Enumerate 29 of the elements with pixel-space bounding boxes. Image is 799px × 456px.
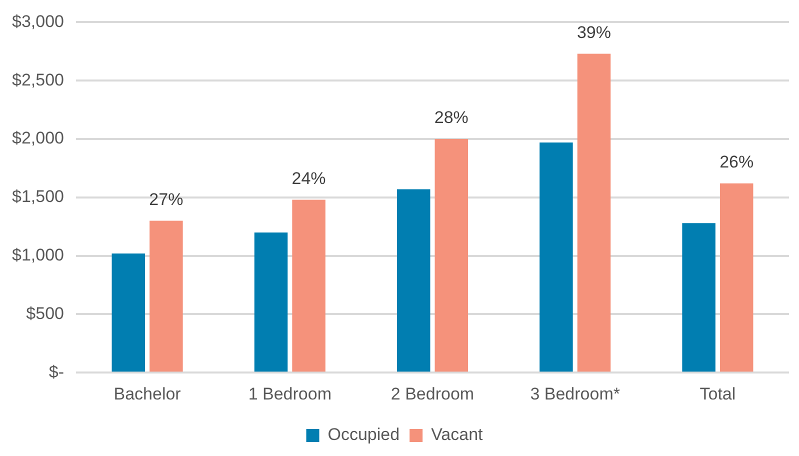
legend-label: Occupied [328,425,400,444]
bar [577,54,611,372]
legend-label: Vacant [431,425,484,444]
bar [682,223,716,372]
bar [292,200,326,372]
bar [540,142,573,372]
y-tick-label: $500 [26,304,64,323]
x-tick-label: Bachelor [114,384,182,404]
y-tick-label: $1,000 [12,245,64,264]
x-tick-label: 1 Bedroom [248,384,332,404]
bar [112,253,146,372]
bar [150,220,183,372]
bar [434,139,468,372]
annotation: 26% [720,152,754,172]
annotation: 24% [292,168,326,188]
x-tick-label: 3 Bedroom* [530,384,620,404]
x-tick-label: Total [700,384,736,404]
x-tick-label: 2 Bedroom [390,384,474,404]
bar [396,189,430,372]
bar [720,183,754,372]
bar [254,232,288,372]
y-tick-label: $2,500 [12,70,64,90]
annotation: 27% [149,190,184,209]
y-tick-label: $3,000 [12,12,64,31]
annotation: 28% [434,108,468,128]
y-tick-label: $2,000 [12,128,64,148]
annotation: 39% [576,22,612,42]
y-tick-label: $1,500 [12,187,64,206]
y-tick-label: $- [48,362,64,382]
